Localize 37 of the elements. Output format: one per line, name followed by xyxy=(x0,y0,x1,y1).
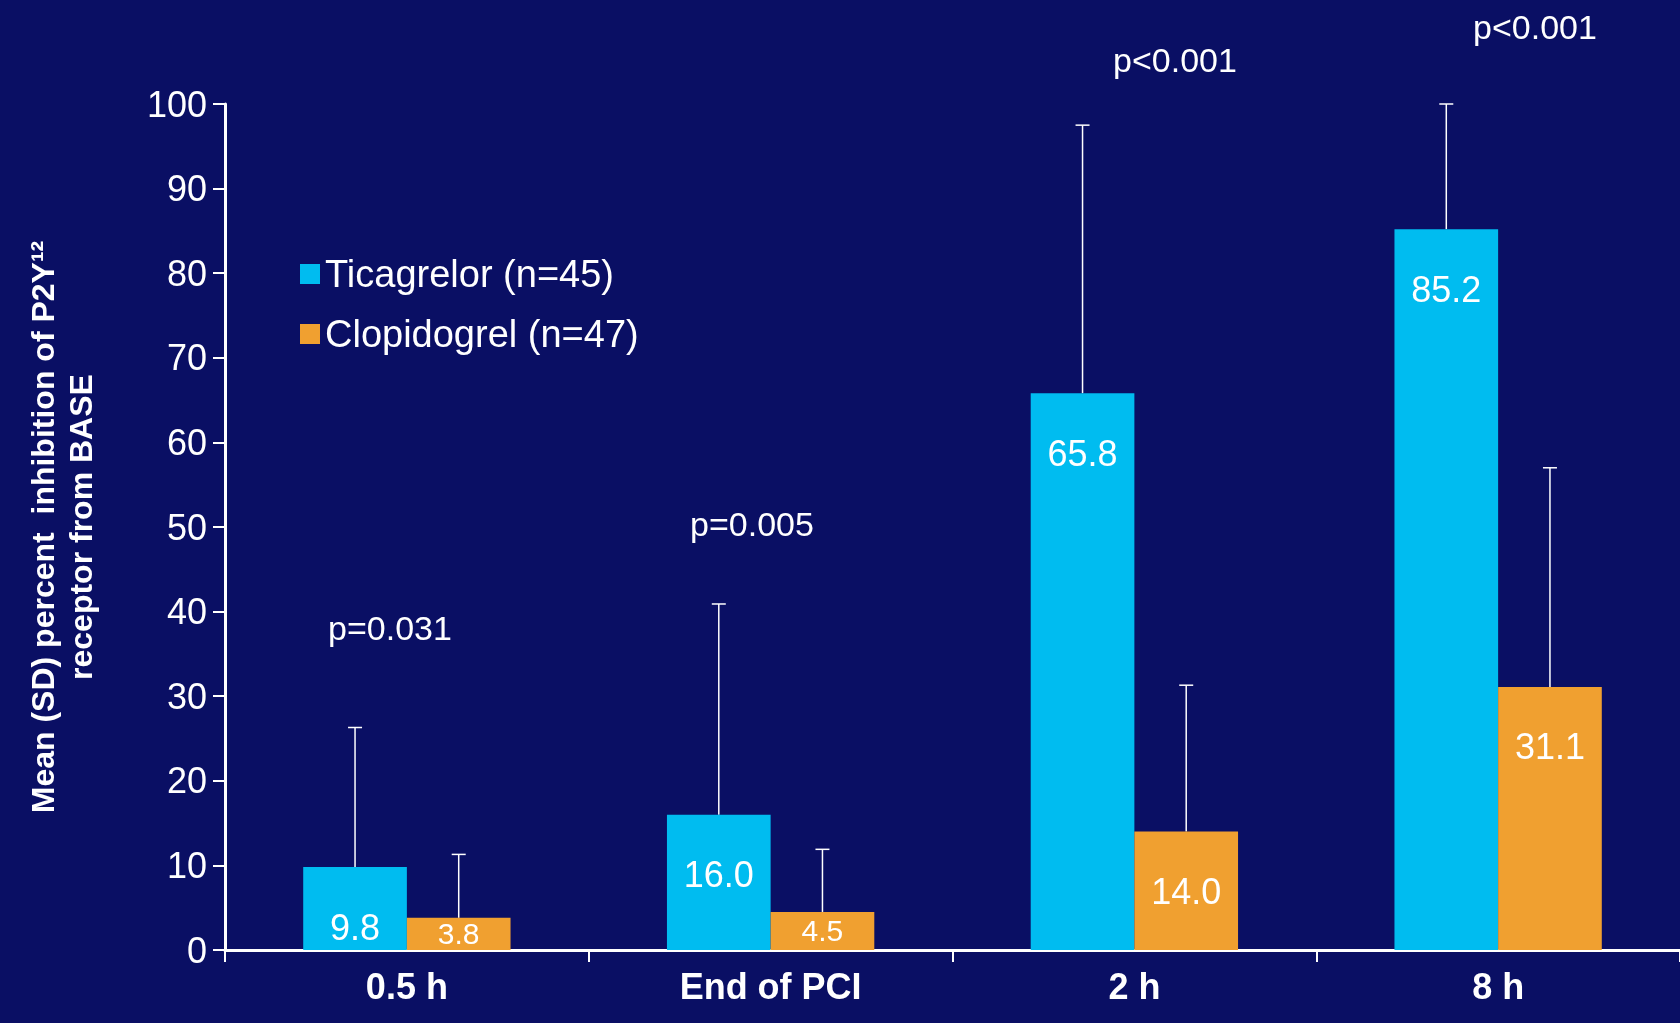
y-tick-label: 50 xyxy=(166,506,207,548)
data-label: 14.0 xyxy=(1151,871,1222,913)
legend-label: Clopidogrel (n=47) xyxy=(325,313,639,355)
data-label: 9.8 xyxy=(330,906,381,948)
y-tick-label: 0 xyxy=(186,929,207,971)
y-tick-label: 70 xyxy=(166,337,207,379)
legend-label: Ticagrelor (n=45) xyxy=(325,253,614,295)
data-label: 65.8 xyxy=(1047,432,1118,474)
bar xyxy=(1498,686,1602,950)
bar xyxy=(666,814,771,950)
y-tick-label: 100 xyxy=(146,83,207,125)
y-tick-label: 20 xyxy=(166,760,207,802)
text: p<0.001 xyxy=(1473,8,1597,46)
y-tick-label: 40 xyxy=(166,591,207,633)
bar xyxy=(303,867,407,950)
bar xyxy=(770,911,875,950)
bar xyxy=(1134,831,1239,950)
bar xyxy=(1394,229,1499,950)
y-axis-title: Mean (SD) percent inhibition of P2Y¹² receptor from BASE xyxy=(25,240,99,814)
y-tick-label: 60 xyxy=(166,421,207,463)
x-tick-label: 2 h xyxy=(1108,965,1161,1007)
data-label: 4.5 xyxy=(801,914,844,948)
text: p<0.001 xyxy=(1113,41,1237,79)
y-tick-label: 10 xyxy=(166,844,207,886)
y-tick-label: 80 xyxy=(166,252,207,294)
annotation: p=0.031 xyxy=(328,609,452,647)
y-tick-label: 90 xyxy=(166,168,207,210)
y-tick-label: 30 xyxy=(166,675,207,717)
data-label: 31.1 xyxy=(1514,726,1585,768)
annotation: p=0.005 xyxy=(690,505,814,543)
bar xyxy=(1030,393,1135,950)
data-label: 16.0 xyxy=(683,854,754,896)
x-tick-label: End of PCI xyxy=(679,965,862,1007)
data-label: 3.8 xyxy=(437,917,480,951)
x-tick-label: 0.5 h xyxy=(365,965,448,1007)
x-tick-label: 8 h xyxy=(1472,965,1525,1007)
data-label: 85.2 xyxy=(1411,268,1482,310)
